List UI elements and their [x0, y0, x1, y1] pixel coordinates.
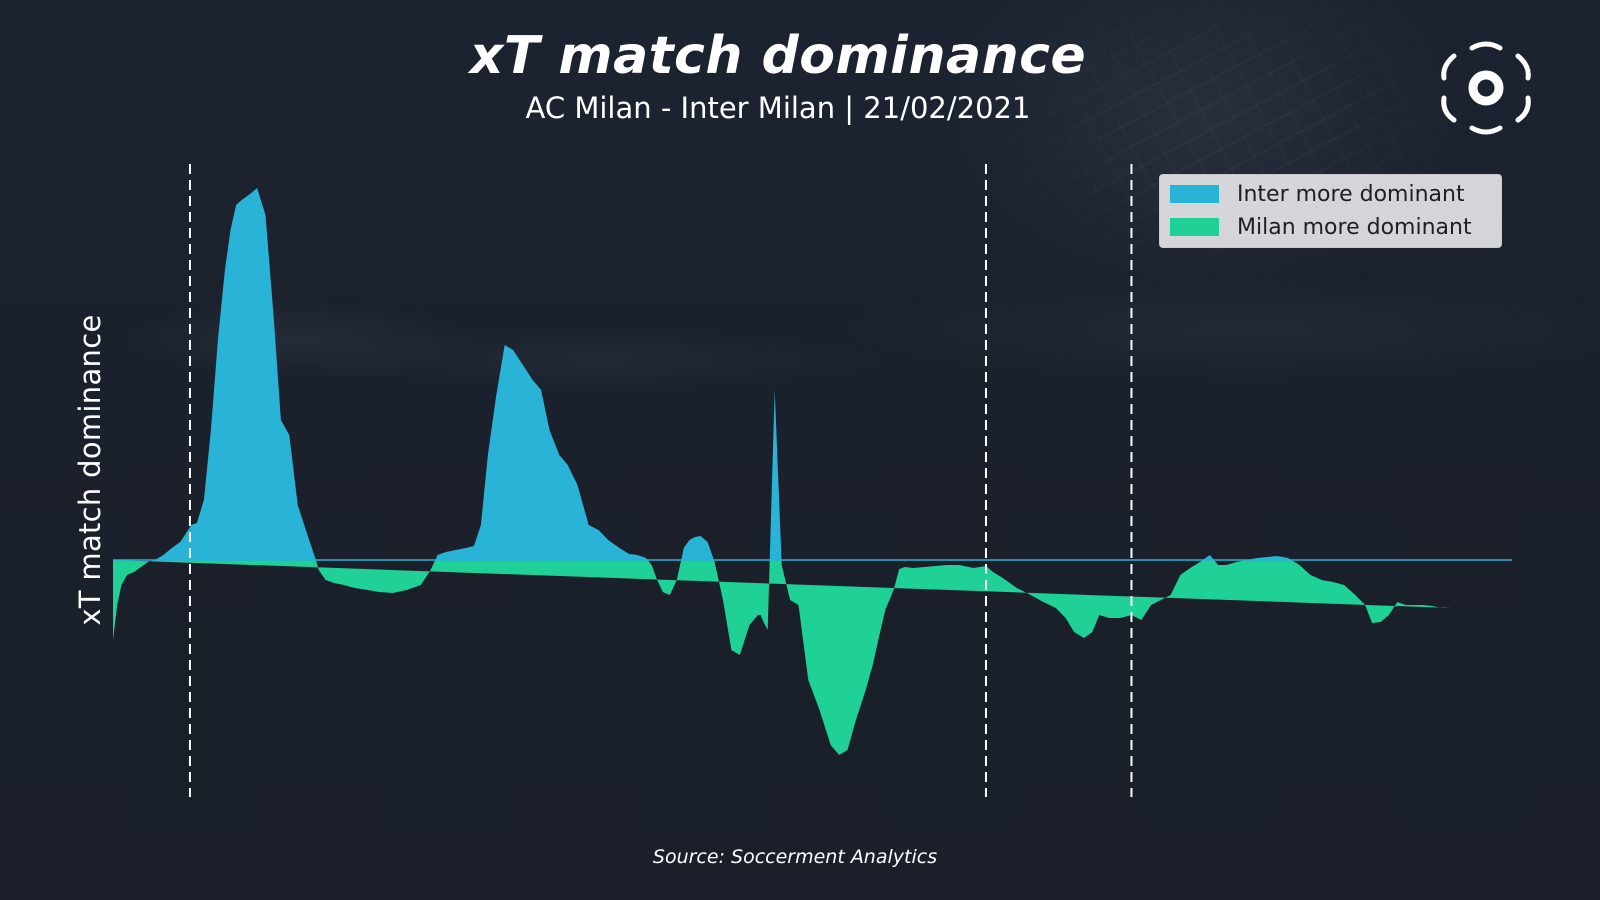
legend: Inter more dominant Milan more dominant [1159, 174, 1502, 248]
legend-item-inter: Inter more dominant [1170, 179, 1465, 209]
inter-dominance-area [113, 188, 1292, 560]
legend-item-milan: Milan more dominant [1170, 212, 1472, 242]
period-marker-lines [188, 164, 1133, 797]
legend-label-inter: Inter more dominant [1237, 181, 1465, 207]
legend-swatch-inter [1170, 185, 1219, 203]
legend-label-milan: Milan more dominant [1237, 214, 1472, 240]
legend-swatch-milan [1170, 218, 1219, 236]
soccerment-ball-logo-icon [1441, 41, 1531, 135]
milan-dominance-area [113, 560, 1452, 755]
chart-title: xT match dominance [469, 26, 1087, 86]
source-caption: Source: Soccerment Analytics [652, 846, 938, 868]
chart-subtitle: AC Milan - Inter Milan | 21/02/2021 [525, 91, 1031, 125]
